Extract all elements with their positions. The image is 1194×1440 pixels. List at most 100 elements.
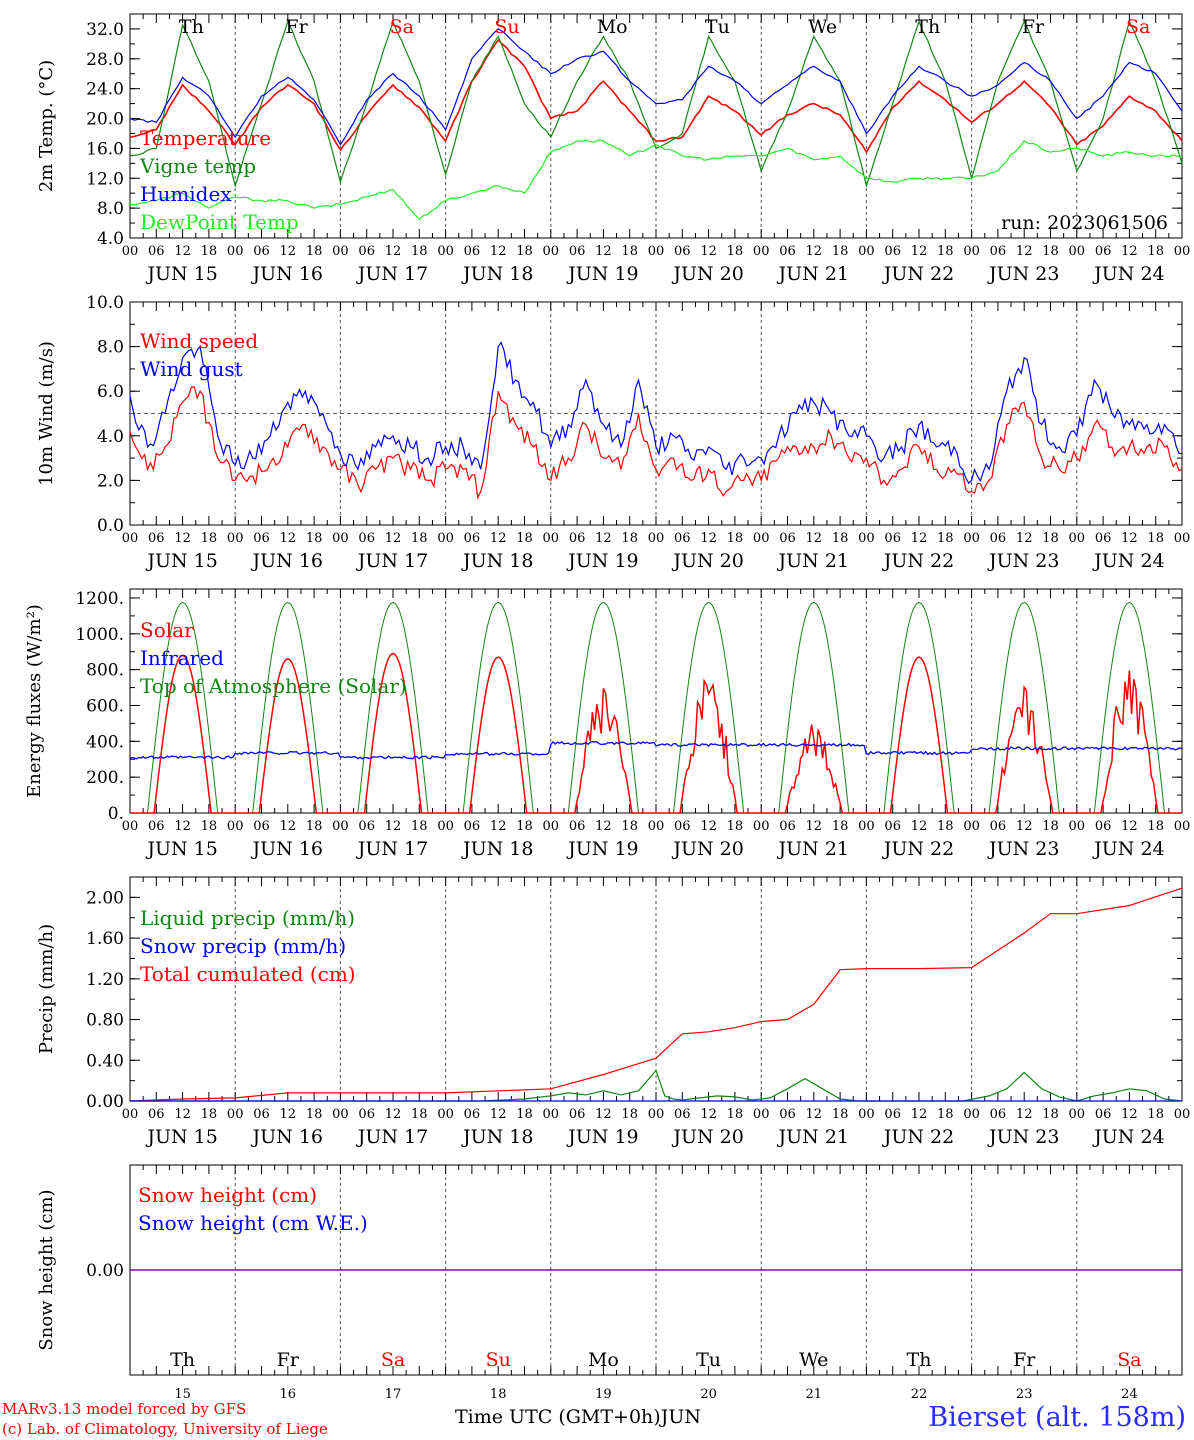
hour-tick-label: 00 [1174,819,1191,834]
legend-entry: Humidex [140,182,232,206]
y-tick-label: 0.40 [86,1051,124,1071]
hour-tick-label: 06 [148,1107,165,1122]
y-tick-label: 12.0 [86,169,124,189]
date-label: JUN 15 [145,550,217,572]
hour-tick-label: 06 [358,531,375,546]
date-label: JUN 22 [882,838,954,860]
hour-tick-label: 18 [832,819,849,834]
legend-entry: Vigne temp [139,154,256,178]
hour-tick-label: 12 [595,819,612,834]
hour-tick-label: 18 [832,1107,849,1122]
y-tick-label: 0.80 [86,1011,124,1031]
hour-tick-label: 06 [1095,244,1112,259]
time-axis-label: Time UTC (GMT+0h)JUN [455,1406,701,1428]
hour-tick-label: 06 [884,1107,901,1122]
hour-tick-label: 18 [306,819,323,834]
y-tick-label: 24.0 [86,80,124,100]
hour-tick-label: 06 [464,531,481,546]
hour-tick-label: 00 [1174,244,1191,259]
day-of-week-label: Su [486,1349,511,1371]
date-label: JUN 15 [145,838,217,860]
day-of-week-label: Tu [705,16,730,38]
hour-tick-label: 18 [516,819,533,834]
hour-tick-label: 12 [911,244,928,259]
hour-tick-label: 00 [122,244,139,259]
y-axis-label: 10m Wind (m/s) [36,341,57,486]
hour-tick-label: 00 [227,1107,244,1122]
series-line-wind-speed [129,386,1183,500]
hour-tick-label: 18 [832,244,849,259]
day-of-week-label: Fr [1022,16,1045,38]
hour-tick-label: 18 [727,1107,744,1122]
hour-tick-label: 12 [1016,244,1033,259]
hour-tick-label: 00 [1069,819,1086,834]
series-line-dewpoint-temp [129,139,1183,221]
hour-tick-label: 00 [332,1107,349,1122]
day-number-label: 22 [911,1387,928,1402]
hour-tick-label: 00 [227,819,244,834]
date-label: JUN 24 [1092,263,1164,285]
hour-tick-label: 06 [1095,819,1112,834]
date-label: JUN 21 [777,550,849,572]
hour-tick-label: 06 [253,819,270,834]
date-label: JUN 23 [987,263,1059,285]
date-label: JUN 17 [356,550,428,572]
date-label: JUN 19 [566,550,638,572]
date-label: JUN 20 [671,263,743,285]
legend-entry: Snow precip (mm/h) [140,934,346,958]
date-label: JUN 18 [461,263,533,285]
day-of-week-label: We [808,16,837,38]
y-tick-label: 1.20 [86,970,124,990]
day-of-week-label: Th [915,16,940,38]
y-axis-label: Snow height (cm) [36,1189,57,1350]
hour-tick-label: 12 [700,1107,717,1122]
model-credit: MARv3.13 model forced by GFS [2,1400,247,1418]
day-number-label: 21 [806,1387,823,1402]
hour-tick-label: 12 [385,819,402,834]
y-tick-label: 32.0 [86,20,124,40]
hour-tick-label: 12 [806,819,823,834]
hour-tick-label: 18 [1042,819,1059,834]
day-of-week-label: Sa [1117,1349,1141,1371]
date-label: JUN 18 [461,550,533,572]
hour-tick-label: 18 [201,244,218,259]
date-label: JUN 17 [356,838,428,860]
date-label: JUN 22 [882,1126,954,1148]
day-of-week-label: Fr [1013,1349,1036,1371]
date-label: JUN 16 [251,1126,323,1148]
date-label: JUN 19 [566,838,638,860]
hour-tick-label: 00 [227,531,244,546]
hour-tick-label: 18 [1147,244,1164,259]
hour-tick-label: 00 [437,531,454,546]
panel-frame [129,588,1183,814]
hour-tick-label: 06 [779,819,796,834]
date-label: JUN 16 [251,263,323,285]
hour-tick-label: 18 [411,819,428,834]
date-label: JUN 17 [356,263,428,285]
hour-tick-label: 12 [490,531,507,546]
date-label: JUN 15 [145,263,217,285]
hour-tick-label: 00 [648,244,665,259]
y-tick-label: 28.0 [86,50,124,70]
hour-tick-label: 12 [806,1107,823,1122]
y-tick-label: 600. [86,696,124,716]
y-tick-label: 1000. [75,625,124,645]
hour-tick-label: 00 [332,244,349,259]
hour-tick-label: 00 [543,819,560,834]
hour-tick-label: 12 [385,244,402,259]
hour-tick-label: 18 [411,1107,428,1122]
hour-tick-label: 12 [700,531,717,546]
month-label: JUN [660,1406,701,1428]
legend-entry: Wind gust [140,357,243,381]
hour-tick-label: 12 [280,531,297,546]
time-axis-text: Time UTC (GMT+0h) [455,1406,661,1428]
hour-tick-label: 06 [253,1107,270,1122]
hour-tick-label: 12 [174,819,191,834]
hour-tick-label: 06 [358,819,375,834]
station-label: Bierset (alt. 158m) [928,1402,1186,1433]
hour-tick-label: 06 [569,244,586,259]
day-of-week-label: Mo [597,16,628,38]
panel-precip: 0.00 0.40 0.80 1.20 1.60 2.00 Precip (mm/h) 00 0… [36,876,1190,1148]
y-tick-label: 1200. [75,589,124,609]
date-label: JUN 24 [1092,550,1164,572]
